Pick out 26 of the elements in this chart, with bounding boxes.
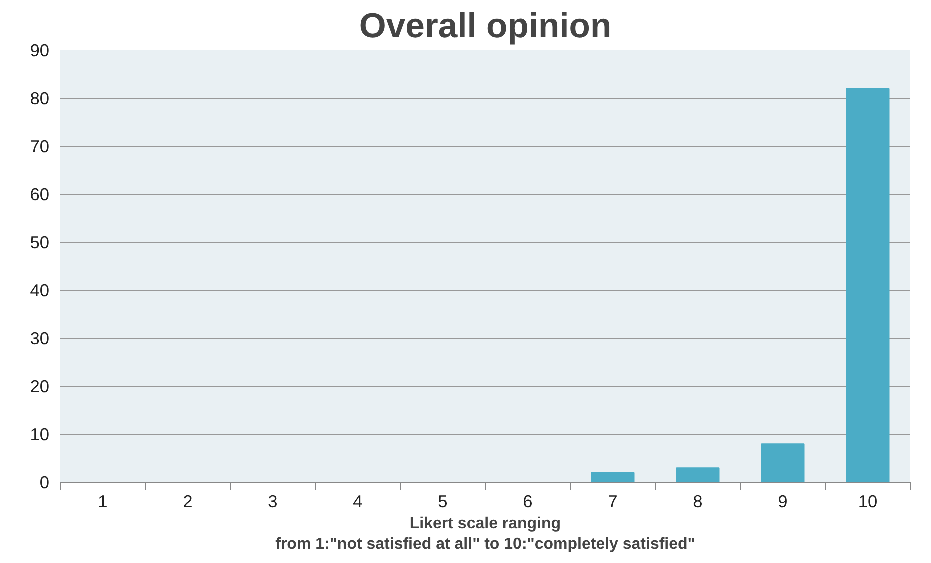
x-tick-label: 2	[183, 492, 193, 512]
y-tick-label: 80	[30, 88, 50, 108]
x-tick-label: 8	[693, 492, 703, 512]
x-axis-title: Likert scale ranging from 1:"not satisfied at all" to 10:"completely satisfied"	[276, 516, 696, 553]
bar	[591, 472, 635, 482]
x-tick-label: 1	[98, 492, 108, 512]
y-tick-label: 0	[40, 472, 50, 492]
y-tick-label: 70	[30, 136, 50, 156]
y-tick-label: 40	[30, 280, 50, 300]
y-tick-label: 30	[30, 328, 50, 348]
bar	[761, 444, 805, 482]
y-tick-label: 20	[30, 376, 50, 396]
x-tick-label: 5	[438, 492, 448, 512]
y-tick-label: 10	[30, 424, 50, 444]
x-tick-label: 4	[353, 492, 364, 512]
y-tick-label: 50	[30, 232, 50, 252]
x-tick-label: 3	[268, 492, 278, 512]
x-tick-label: 9	[778, 492, 788, 512]
bar	[846, 88, 890, 482]
chart-title: Overall opinion	[359, 8, 612, 46]
y-tick-label: 90	[30, 40, 50, 60]
y-tick-label: 60	[30, 184, 50, 204]
x-tick-label: 7	[608, 492, 618, 512]
x-tick-label: 10	[858, 492, 878, 512]
x-tick-label: 6	[523, 492, 533, 512]
bar	[676, 468, 720, 482]
